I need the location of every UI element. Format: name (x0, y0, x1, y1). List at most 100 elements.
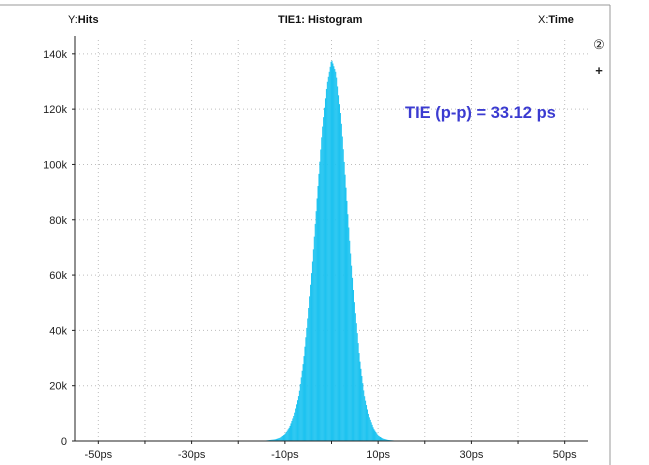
histogram-bin (316, 198, 318, 441)
histogram-bin (286, 430, 288, 441)
histogram-bars (256, 60, 407, 442)
histogram-bin (365, 400, 367, 441)
histogram-bin (350, 253, 352, 441)
histogram-bin (335, 71, 337, 441)
histogram-bin (331, 60, 333, 441)
histogram-bin (283, 434, 285, 441)
histogram-bin (351, 265, 353, 441)
x-tick-labels: -50ps -30ps -10ps 10ps 30ps 50ps (85, 449, 578, 461)
histogram-bin (311, 261, 313, 441)
histogram-bin (287, 429, 289, 441)
histogram-bin (357, 343, 359, 441)
histogram-bin (329, 66, 331, 442)
histogram-bin (277, 438, 279, 441)
histogram-bin (338, 104, 340, 441)
histogram-bin (379, 436, 381, 441)
x-tick-label: -10ps (271, 449, 299, 461)
histogram-bin (325, 88, 327, 442)
histogram-bin (352, 277, 354, 441)
histogram-bin (371, 424, 373, 441)
y-axis-prefix: Y: (68, 14, 78, 26)
histogram-bin (300, 377, 302, 441)
histogram-bin (386, 439, 388, 441)
zoom-level-icon[interactable]: ② (593, 37, 605, 52)
histogram-bin (332, 63, 334, 441)
histogram-bin (370, 422, 372, 441)
histogram-bin (304, 346, 306, 441)
histogram-bin (358, 353, 360, 441)
histogram-bin (294, 412, 296, 441)
x-tick-label: -50ps (85, 449, 113, 461)
histogram-bin (328, 71, 330, 441)
histogram-bin (275, 439, 277, 441)
histogram-bin (338, 95, 340, 441)
histogram-bin (285, 432, 287, 441)
histogram-bin (297, 396, 299, 441)
x-tick-label: 10ps (366, 449, 390, 461)
histogram-bin (366, 405, 368, 441)
histogram-bin (315, 211, 317, 441)
y-tick-label: 0 (61, 436, 67, 448)
histogram-bin (312, 249, 314, 441)
histogram-bin (347, 214, 349, 441)
histogram-bin (376, 433, 378, 441)
histogram-bin (374, 430, 376, 441)
histogram-bin (372, 427, 374, 441)
histogram-bin (344, 174, 346, 441)
histogram-bin (317, 186, 319, 441)
histogram-bin (353, 302, 355, 441)
x-axis-prefix: X: (538, 14, 549, 26)
histogram-bin (305, 337, 307, 441)
histogram-bin (326, 81, 328, 441)
y-tick-label: 60k (49, 270, 67, 282)
histogram-bin (378, 435, 380, 441)
histogram-bin (318, 173, 320, 442)
histogram-bin (293, 415, 295, 441)
histogram-bin (310, 284, 312, 441)
histogram-bin (362, 383, 364, 441)
histogram-bin (279, 437, 281, 441)
histogram-bin (323, 117, 325, 441)
histogram-bin (381, 438, 383, 441)
histogram-bin (383, 438, 385, 441)
histogram-bin (330, 61, 332, 441)
histogram-bin (342, 149, 344, 442)
histogram-bin (301, 370, 303, 441)
chart-title: TIE1: Histogram (278, 14, 363, 26)
histogram-bin (327, 76, 329, 442)
histogram-bin (271, 439, 273, 441)
histogram-bin (352, 290, 354, 441)
x-axis-header: X:Time (538, 14, 574, 26)
histogram-bin (282, 435, 285, 441)
histogram-bin (292, 418, 294, 441)
histogram-bin (337, 86, 339, 441)
histogram-bin (361, 376, 363, 441)
histogram-bin (375, 432, 377, 441)
histogram-bin (308, 307, 310, 441)
add-icon[interactable]: + (595, 63, 603, 78)
histogram-bin (360, 368, 362, 441)
histogram-bin (309, 296, 311, 441)
histogram-bin (324, 107, 326, 441)
histogram-bin (289, 425, 291, 441)
x-axis-label: Time (548, 14, 574, 26)
histogram-bin (299, 384, 301, 441)
x-tick-label: -30ps (178, 449, 206, 461)
histogram-bin (296, 400, 299, 441)
histogram-bin (334, 69, 336, 441)
histogram-bin (269, 439, 271, 441)
y-tick-label: 80k (49, 215, 67, 227)
histogram-bin (368, 417, 370, 441)
histogram-bin (377, 434, 379, 441)
y-tick-label: 40k (49, 325, 67, 337)
histogram-bin (320, 149, 322, 442)
histogram-bin (354, 313, 356, 441)
y-axis-label: Hits (77, 14, 99, 26)
histogram-bin (288, 427, 290, 441)
histogram-bin (310, 273, 313, 441)
axes (72, 36, 588, 444)
histogram-bin (291, 420, 293, 441)
y-tick-labels: 0 20k 40k 60k 80k 100k 120k 140k (43, 49, 67, 448)
histogram-bin (298, 390, 300, 441)
